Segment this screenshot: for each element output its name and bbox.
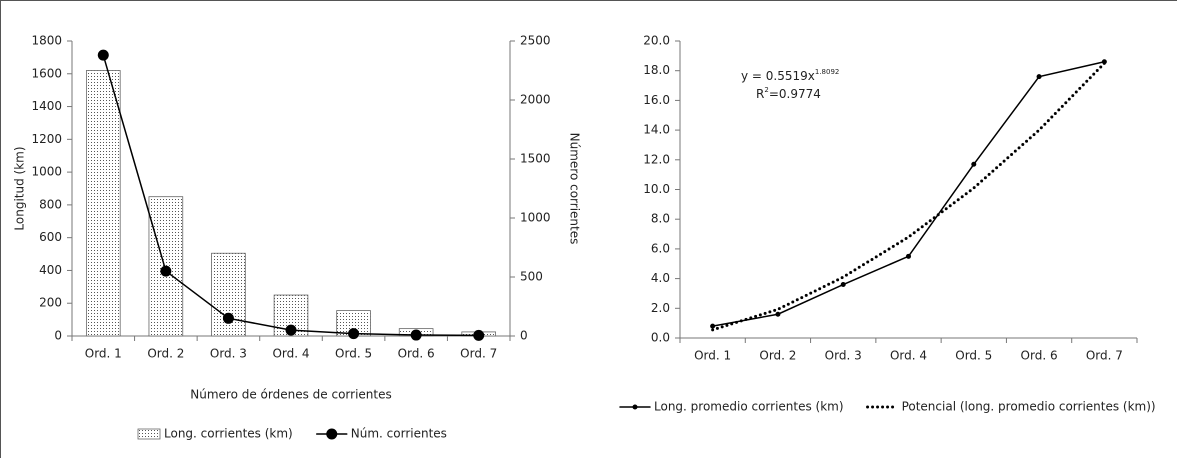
point: [160, 265, 172, 277]
legend-label: Long. corrientes (km): [164, 427, 293, 441]
legend-marker: [326, 428, 338, 440]
x-tick-label: Ord. 7: [460, 347, 497, 361]
point: [473, 329, 485, 341]
x-tick-label: Ord. 1: [85, 347, 122, 361]
y2-tick-label: 0: [520, 329, 528, 343]
x-tick-label: Ord. 3: [825, 349, 862, 363]
x-tick-label: Ord. 2: [759, 349, 796, 363]
r-squared: R2=0.9774: [756, 86, 821, 101]
y-tick-label: 1000: [31, 165, 62, 179]
y-tick-label: 200: [39, 296, 62, 310]
x-tick-label: Ord. 7: [1086, 349, 1123, 363]
point: [348, 328, 360, 340]
r2-rest: =0.9774: [769, 87, 821, 101]
y2-axis-title: Número corrientes: [568, 133, 582, 245]
point: [222, 312, 234, 324]
x-tick-label: Ord. 3: [210, 347, 247, 361]
y-tick-label: 1200: [31, 132, 62, 146]
y-tick-label: 4.0: [651, 271, 670, 285]
point: [97, 49, 109, 61]
series-line: [711, 61, 1106, 327]
legend-label: Potencial (long. promedio corrientes (km…: [902, 400, 1156, 414]
y-tick-label: 14.0: [643, 123, 670, 137]
y-tick-label: 12.0: [643, 152, 670, 166]
x-tick-label: Ord. 4: [890, 349, 927, 363]
point: [906, 253, 911, 259]
point: [285, 324, 297, 336]
x-tick-label: Ord. 6: [398, 347, 435, 361]
y-tick-label: 18.0: [643, 63, 670, 77]
y-tick-label: 20.0: [643, 34, 670, 48]
legend-marker: [632, 404, 638, 410]
y-tick-label: 400: [39, 263, 62, 277]
r2-exponent: 2: [764, 86, 768, 94]
point: [710, 323, 716, 329]
point: [775, 311, 781, 317]
legend-label: Long. promedio corrientes (km): [654, 400, 844, 414]
y-tick-label: 1800: [31, 34, 62, 48]
x-axis-title: Número de órdenes de corrientes: [190, 388, 392, 402]
legend-label: Núm. corrientes: [351, 427, 447, 441]
y-tick-label: 6.0: [651, 241, 670, 255]
y-tick-label: 1400: [31, 99, 62, 113]
series-line: [711, 61, 1106, 332]
y-tick-label: 2.0: [651, 301, 670, 315]
r2-base: R: [756, 87, 764, 101]
y2-tick-label: 500: [520, 270, 543, 284]
y-tick-label: 800: [39, 197, 62, 211]
equation-base: y = 0.5519x: [741, 69, 815, 83]
y-tick-label: 1600: [31, 66, 62, 80]
x-tick-label: Ord. 2: [147, 347, 184, 361]
point: [840, 282, 846, 288]
y-tick-label: 8.0: [651, 212, 670, 226]
x-tick-label: Ord. 5: [955, 349, 992, 363]
point: [971, 161, 977, 167]
x-tick-label: Ord. 1: [694, 349, 731, 363]
trend-equation: y = 0.5519x1.8092: [741, 68, 839, 83]
point: [410, 329, 422, 341]
y2-tick-label: 2500: [520, 34, 551, 48]
y-axis-title: Longitud (km): [13, 146, 27, 230]
bar: [85, 70, 121, 337]
y-tick-label: 10.0: [643, 182, 670, 196]
x-tick-label: Ord. 6: [1021, 349, 1058, 363]
y-tick-label: 600: [39, 230, 62, 244]
y2-tick-label: 2000: [520, 93, 551, 107]
point: [1036, 74, 1042, 80]
x-tick-label: Ord. 5: [335, 347, 372, 361]
y-tick-label: 16.0: [643, 93, 670, 107]
y-tick-label: 0.0: [651, 331, 670, 345]
x-tick-label: Ord. 4: [272, 347, 309, 361]
y2-tick-label: 1000: [520, 211, 551, 225]
equation-exponent: 1.8092: [815, 68, 840, 76]
y2-tick-label: 1500: [520, 152, 551, 166]
legend-swatch: [137, 428, 161, 440]
y-tick-label: 0: [54, 329, 62, 343]
